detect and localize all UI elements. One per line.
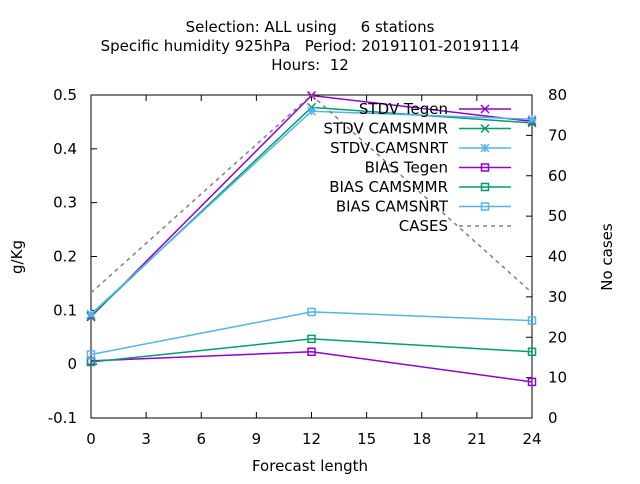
legend-label-stdv-camsmmr: STDV CAMSMMR — [323, 120, 448, 138]
series-layer — [86, 91, 537, 387]
data-point-bias-tegen — [307, 347, 316, 357]
x-tick-label: 0 — [86, 430, 96, 448]
data-point-bias-camsmmr — [527, 347, 537, 357]
y2-axis-label: No cases — [598, 223, 616, 291]
x-tick-label: 15 — [357, 430, 376, 448]
y-axis: -0.1 0 0.1 0.2 0.3 0.4 0.5 — [48, 86, 97, 427]
plot-area-frame — [90, 94, 533, 419]
y-axis-label: g/Kg — [8, 240, 26, 274]
x-tick-label: 24 — [522, 430, 541, 448]
x-tick-label: 3 — [141, 430, 151, 448]
series-line-bias-camsnrt — [90, 311, 533, 356]
legend-label-bias-camsmmr: BIAS CAMSMMR — [329, 178, 448, 196]
series-line-bias-tegen — [90, 351, 533, 383]
y-tick-label: 0.1 — [53, 301, 77, 319]
x-tick-label: 18 — [412, 430, 431, 448]
legend-label-bias-camsnrt: BIAS CAMSNRT — [336, 198, 449, 216]
series-line-cases — [90, 93, 533, 294]
chart-title-line-1: Selection: ALL using 6 stations — [186, 18, 435, 36]
x-tick-label: 6 — [196, 430, 206, 448]
x-axis-label: Forecast length — [252, 457, 368, 475]
data-point-stdv-camsnrt — [86, 309, 96, 319]
data-point-bias-camsnrt — [86, 350, 96, 359]
x-axis: 0 3 6 9 12 15 18 21 24 — [86, 95, 542, 448]
y2-tick-label: 70 — [548, 126, 567, 144]
data-point-bias-camsnrt — [527, 316, 537, 325]
legend-label-stdv-camsnrt: STDV CAMSNRT — [330, 139, 449, 157]
series-line-stdv-camsmmr — [90, 106, 533, 317]
y2-tick-label: 80 — [548, 86, 567, 104]
chart-title-line-3: Hours: 12 — [271, 56, 349, 74]
data-point-stdv-camsnrt — [306, 106, 317, 116]
chart-title-line-2: Specific humidity 925hPa Period: 2019110… — [101, 37, 520, 55]
data-point-stdv-camsnrt — [527, 114, 537, 124]
y2-tick-label: 0 — [548, 409, 558, 427]
y2-tick-label: 40 — [548, 248, 567, 266]
y2-tick-label: 20 — [548, 328, 567, 346]
legend-marker-stdv-tegen — [480, 104, 490, 114]
legend-marker-bias-camsmmr — [480, 182, 490, 192]
y2-tick-label: 30 — [548, 288, 567, 306]
y-tick-label: 0.3 — [53, 194, 77, 212]
y2-tick-label: 50 — [548, 207, 567, 225]
y2-tick-label: 10 — [548, 369, 567, 387]
legend-marker-stdv-camsmmr — [480, 123, 490, 134]
x-tick-label: 12 — [302, 430, 321, 448]
y2-tick-label: 60 — [548, 167, 567, 185]
legend-marker-stdv-camsnrt — [480, 143, 490, 153]
y-tick-label: 0.4 — [53, 140, 77, 158]
data-point-bias-camsnrt — [307, 307, 316, 317]
data-point-bias-camsmmr — [307, 334, 316, 344]
legend-label-bias-tegen: BIAS Tegen — [365, 159, 448, 177]
x-tick-label: 9 — [252, 430, 262, 448]
y-tick-label: 0.2 — [53, 248, 77, 266]
data-point-bias-tegen — [527, 377, 537, 387]
legend-label-stdv-tegen: STDV Tegen — [359, 100, 448, 118]
legend-marker-bias-tegen — [480, 163, 490, 172]
legend-marker-bias-camsnrt — [480, 202, 490, 211]
series-line-stdv-camsnrt — [90, 110, 533, 315]
x-tick-label: 21 — [467, 430, 486, 448]
legend-label-cases: CASES — [399, 217, 448, 235]
y-tick-label: 0 — [67, 355, 77, 373]
y-tick-label: -0.1 — [48, 409, 77, 427]
y-tick-label: 0.5 — [53, 86, 77, 104]
series-line-bias-camsmmr — [90, 338, 533, 363]
y2-axis: 0 10 20 30 40 50 60 70 80 — [526, 86, 567, 427]
